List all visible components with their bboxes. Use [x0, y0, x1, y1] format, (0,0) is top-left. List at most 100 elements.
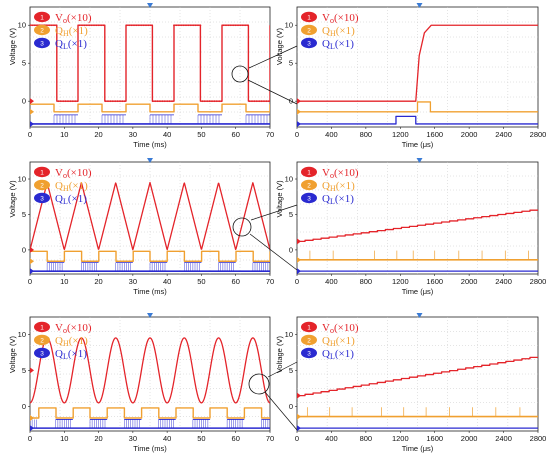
legend-symbol: V — [55, 12, 63, 24]
trace-dot — [197, 24, 199, 27]
legend-scale: (×1) — [335, 193, 354, 205]
trace-dot — [253, 100, 256, 103]
y-tick-label: 5 — [289, 59, 293, 68]
legend-badge-1 — [301, 166, 317, 178]
x-tick-label: 50 — [197, 130, 205, 139]
legend-entry-label: QH(×1) — [322, 180, 355, 193]
trace-dot — [201, 100, 204, 103]
trace-dot — [260, 100, 263, 103]
x-tick-label: 2800 — [530, 130, 547, 139]
legend-entry-label: Vo(×10) — [322, 167, 359, 180]
legend-scale: (×1) — [68, 193, 87, 205]
series-ql-line — [30, 419, 270, 429]
legend-scale: (×1) — [68, 38, 87, 50]
legend-subscript: L — [63, 352, 68, 361]
legend-scale: (×10) — [334, 12, 359, 24]
x-tick-label: 40 — [163, 434, 171, 443]
channel-marker-icon — [30, 98, 34, 105]
legend-badge-1 — [301, 321, 317, 333]
channel-marker-icon — [30, 246, 34, 253]
legend-badge-number: 3 — [307, 195, 311, 202]
trace-dot — [123, 100, 126, 103]
legend-entry-label: QL(×1) — [55, 348, 87, 361]
x-tick-label: 20 — [94, 434, 102, 443]
legend-subscript: H — [330, 339, 336, 348]
trace-dot — [229, 24, 232, 27]
trace-dot — [111, 100, 114, 103]
trace-dot — [241, 24, 244, 27]
x-tick-label: 1600 — [426, 130, 443, 139]
trace-dot — [194, 24, 197, 27]
x-tick-label: 60 — [232, 434, 240, 443]
legend-symbol: V — [322, 322, 330, 334]
legend-entry-label: QL(×1) — [322, 348, 354, 361]
legend-entry-label: QH(×1) — [55, 180, 88, 193]
y-tick-label: 0 — [22, 245, 26, 254]
trace-dot — [163, 100, 166, 103]
series-qh-line — [30, 103, 270, 113]
channel-marker-icon — [297, 413, 301, 420]
series-group — [30, 337, 270, 429]
x-axis-label: Time (μs) — [402, 444, 434, 453]
trace-dot — [255, 100, 258, 103]
trace-dot — [133, 24, 135, 27]
legend-badge-number: 3 — [40, 40, 44, 47]
x-tick-label: 2400 — [495, 434, 512, 443]
trace-dot — [78, 24, 81, 27]
channel-marker-icon — [297, 268, 301, 275]
legend-badge-3 — [301, 37, 317, 49]
legend-symbol: Q — [55, 348, 63, 360]
y-axis-label: Voltage (V) — [275, 180, 284, 218]
trace-dot — [62, 100, 65, 103]
grid — [297, 7, 538, 127]
trace-dot — [267, 100, 270, 103]
legend-badge-number: 3 — [40, 195, 44, 202]
legend-scale: (×1) — [336, 25, 355, 37]
trigger-marker-icon — [416, 3, 423, 8]
x-tick-label: 10 — [60, 130, 68, 139]
trace-dot — [244, 24, 247, 27]
trace-dot — [180, 24, 183, 27]
trace-dot — [50, 24, 53, 27]
legend-scale: (×10) — [67, 12, 92, 24]
channel-marker-icon — [30, 425, 34, 432]
y-axis-label: Voltage (V) — [8, 28, 17, 66]
trace-dot — [53, 24, 55, 27]
chart-b-left: 0 10 20 30 40 50 60 70 0 5 10 Time (ms) Voltage (V) 1… — [8, 158, 274, 296]
chart-b-right: 0 400 800 1200 1600 2000 2400 2800 0 5 10 Time (μs)… — [275, 158, 546, 296]
legend-symbol: Q — [55, 335, 63, 347]
legend-badge-3 — [34, 37, 50, 49]
legend-badge-number: 1 — [40, 169, 44, 176]
trace-dot — [55, 24, 58, 27]
y-tick-label: 10 — [18, 21, 26, 30]
zoom-line — [247, 79, 298, 105]
trace-dot — [76, 100, 79, 103]
legend-entry-label: QH(×1) — [55, 335, 88, 348]
channel-marker-icon — [30, 120, 34, 127]
x-tick-label: 2400 — [495, 277, 512, 286]
legend: 1 Vo(×10) 2 QH(×1) 3 QL(×1) — [301, 321, 359, 361]
legend-entry-label: QL(×1) — [322, 193, 354, 206]
channel-marker-icon — [297, 256, 301, 263]
x-tick-label: 0 — [28, 434, 32, 443]
x-tick-label: 1600 — [426, 277, 443, 286]
series-vo-line — [297, 209, 538, 243]
legend-scale: (×10) — [67, 322, 92, 334]
trace-dot — [175, 24, 178, 27]
legend-entry-label: QH(×1) — [322, 335, 355, 348]
legend-badge-number: 1 — [307, 169, 311, 176]
legend-badge-2 — [34, 334, 50, 346]
trace-dot — [222, 24, 225, 27]
legend-scale: (×1) — [69, 25, 88, 37]
trace-dot — [251, 100, 253, 103]
channel-marker-icon — [297, 108, 301, 115]
legend-subscript: H — [63, 29, 69, 38]
x-tick-label: 1200 — [392, 277, 409, 286]
trace-dot — [121, 100, 124, 103]
channel-marker-icon — [297, 425, 301, 432]
legend: 1 Vo(×10) 2 QH(×1) 3 QL(×1) — [34, 321, 92, 361]
trace-dot — [140, 24, 143, 27]
trace-dot — [187, 24, 190, 27]
series-group — [30, 181, 270, 272]
legend-badge-number: 3 — [307, 350, 311, 357]
